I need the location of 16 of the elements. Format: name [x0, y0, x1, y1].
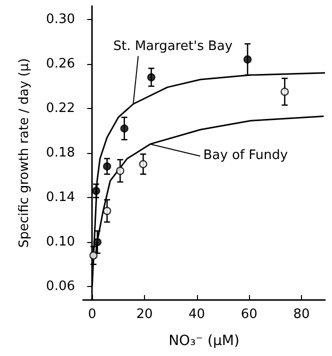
x-tick-label: 80: [293, 307, 310, 322]
y-axis-title: Specific growth rate / day (μ): [17, 58, 32, 248]
y-tick-label: 0.14: [46, 190, 75, 206]
y-tick-label: 0.26: [46, 56, 75, 72]
y-tick-label: 0.18: [46, 146, 75, 160]
series-label: St. Margaret's Bay: [113, 39, 233, 54]
x-tick-label: 40: [188, 307, 206, 322]
y-tick-label: 0.30: [46, 12, 75, 27]
x-tick-label: 60: [240, 307, 258, 322]
x-axis-title: NO₃⁻ (μM): [168, 333, 240, 349]
y-tick-label: 0.22: [46, 100, 75, 116]
x-tick-label: 0: [88, 307, 96, 322]
x-tick-label: 20: [136, 307, 153, 322]
legend-label: Bay of Fundy: [203, 148, 288, 164]
y-tick-label: 0.06: [46, 279, 75, 294]
y-tick-label: 0.10: [46, 234, 75, 250]
